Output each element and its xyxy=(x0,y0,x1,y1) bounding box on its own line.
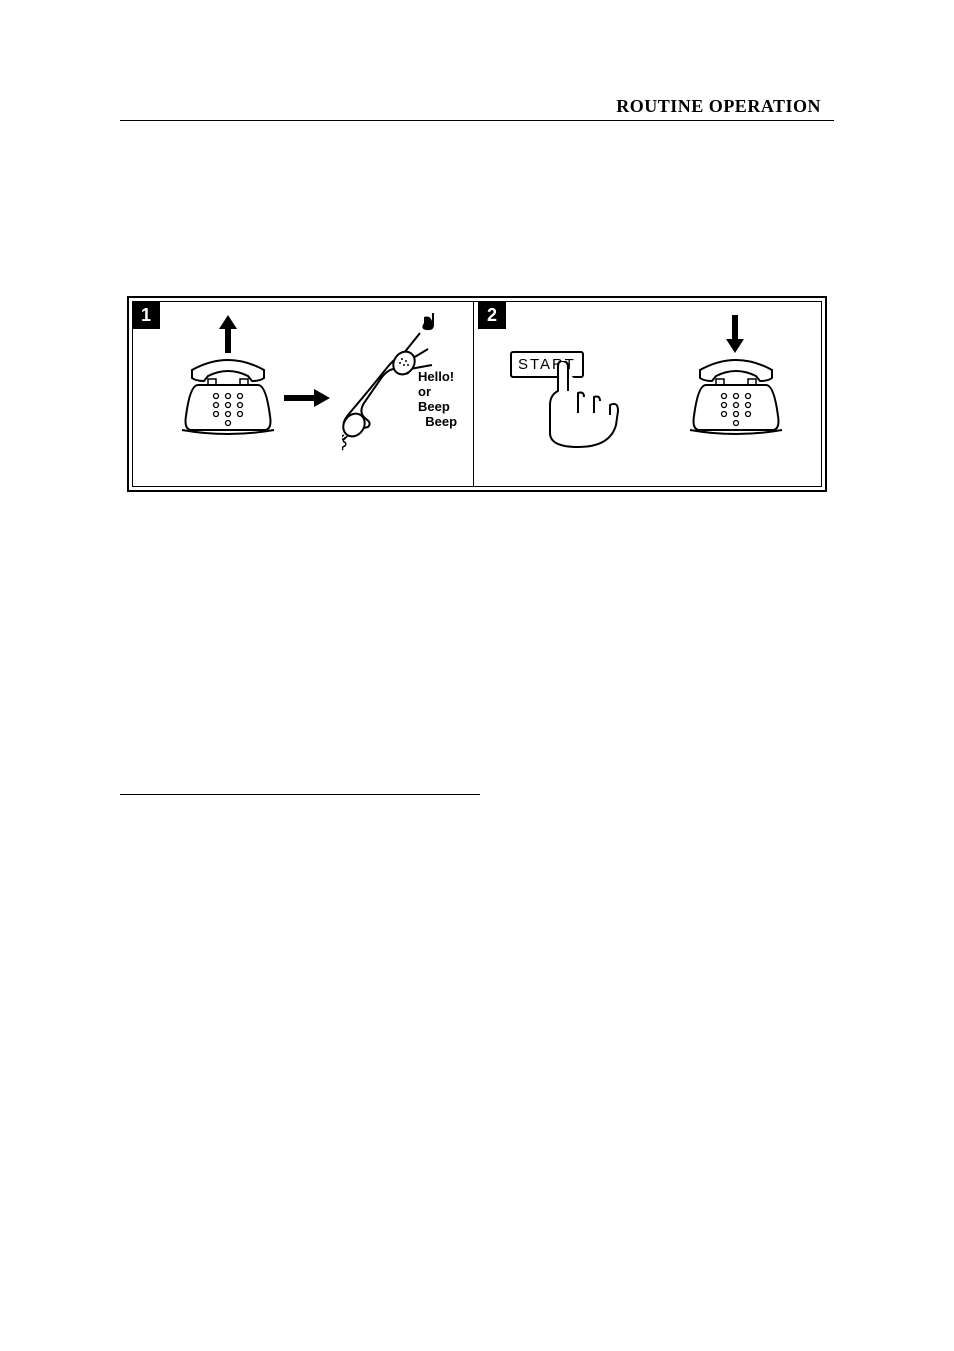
instruction-figure: 1 xyxy=(127,296,827,492)
step-badge-2: 2 xyxy=(478,301,506,329)
telephone-icon xyxy=(180,356,276,438)
sound-caption: Hello! or Beep Beep xyxy=(418,369,457,429)
telephone-icon xyxy=(688,356,784,438)
arrow-up-icon xyxy=(219,315,237,353)
mid-page-rule xyxy=(120,794,480,795)
pressing-hand-icon xyxy=(528,361,628,451)
panel-divider xyxy=(473,301,474,487)
step-badge-1: 1 xyxy=(132,301,160,329)
section-header: ROUTINE OPERATION xyxy=(616,96,821,117)
page: ROUTINE OPERATION 1 xyxy=(0,0,954,1351)
arrow-right-icon xyxy=(284,389,330,407)
header-rule xyxy=(120,120,834,121)
panel-1: 1 xyxy=(132,301,473,487)
panel-2: 2 START xyxy=(478,301,822,487)
arrow-down-icon xyxy=(726,315,744,353)
